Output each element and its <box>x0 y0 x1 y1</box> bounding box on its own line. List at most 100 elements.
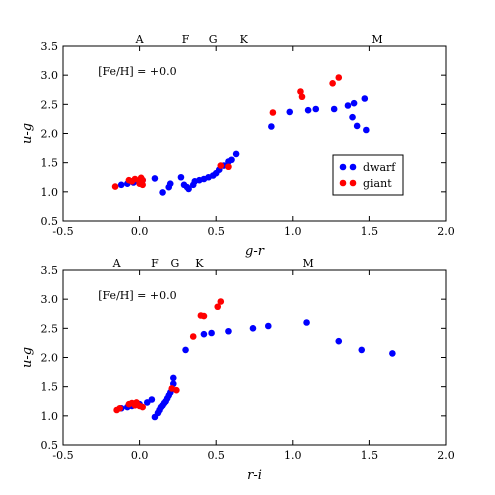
data-point-dwarf <box>200 330 208 338</box>
data-point-dwarf <box>177 173 185 181</box>
y-axis-label: u-g <box>20 123 35 144</box>
data-point-dwarf <box>363 126 370 134</box>
y-tick-label: 0.5 <box>41 215 59 228</box>
x-tick-label: 1.5 <box>361 449 379 462</box>
data-point-dwarf <box>208 329 215 337</box>
series-giant <box>111 74 343 190</box>
data-point-dwarf <box>249 325 257 332</box>
x-axis-label: g-r <box>245 244 265 259</box>
legend-marker-giant <box>339 179 347 187</box>
y-tick-label: 1.5 <box>41 381 59 394</box>
y-tick-label: 2.0 <box>41 128 59 141</box>
data-point-dwarf <box>148 396 156 403</box>
spectral-type-label: F <box>182 33 190 46</box>
spectral-type-label: F <box>151 257 159 270</box>
data-point-dwarf <box>335 337 343 345</box>
x-tick-label: 0.0 <box>131 225 149 238</box>
y-axis-label: u-g <box>20 347 35 368</box>
data-point-dwarf <box>330 105 338 113</box>
data-point-giant <box>116 404 123 412</box>
data-point-dwarf <box>358 346 366 354</box>
y-tick-label: 2.5 <box>41 98 59 111</box>
x-axis-label: r-i <box>247 468 262 483</box>
metallicity-annotation: [Fe/H] = +0.0 <box>98 289 176 302</box>
y-tick-label: 0.5 <box>41 439 59 452</box>
y-tick-label: 2.5 <box>41 322 59 335</box>
legend-box <box>332 154 404 196</box>
data-point-dwarf <box>303 319 310 326</box>
data-point-dwarf <box>350 99 358 107</box>
spectral-type-label: K <box>195 257 204 270</box>
data-point-giant <box>173 386 180 394</box>
data-point-giant <box>139 181 146 189</box>
spectral-type-label: M <box>371 33 382 46</box>
x-tick-label: 2.0 <box>437 225 455 238</box>
data-point-giant <box>329 80 336 87</box>
spectral-type-label: G <box>209 33 218 46</box>
series-dwarf <box>117 95 370 196</box>
y-tick-label: 3.5 <box>41 264 59 277</box>
legend-marker-giant <box>349 179 357 187</box>
data-point-dwarf <box>312 105 320 113</box>
data-point-giant <box>269 109 277 116</box>
spectral-type-label: M <box>302 257 313 270</box>
legend-marker-dwarf <box>349 163 357 171</box>
data-point-giant <box>298 93 306 101</box>
legend-marker-dwarf <box>339 163 347 171</box>
data-point-dwarf <box>361 95 369 102</box>
y-tick-label: 2.0 <box>41 352 59 365</box>
legend-label-giant: giant <box>363 177 392 190</box>
series-giant <box>113 298 225 414</box>
spectral-type-label: A <box>135 33 145 46</box>
y-tick-label: 1.5 <box>41 157 59 170</box>
data-point-dwarf <box>170 374 177 382</box>
data-point-giant <box>214 303 222 311</box>
metallicity-annotation: [Fe/H] = +0.0 <box>98 65 176 78</box>
x-tick-label: -0.5 <box>52 225 73 238</box>
data-point-giant <box>335 74 343 81</box>
data-point-dwarf <box>151 175 159 182</box>
data-point-dwarf <box>286 108 294 116</box>
data-point-dwarf <box>232 150 240 158</box>
y-tick-label: 3.0 <box>41 293 59 306</box>
data-point-dwarf <box>268 123 275 130</box>
data-point-dwarf <box>389 350 396 357</box>
x-tick-label: -0.5 <box>52 449 73 462</box>
data-point-giant <box>217 298 225 305</box>
y-tick-label: 3.5 <box>41 40 59 53</box>
series-dwarf <box>117 319 396 421</box>
data-point-giant <box>189 333 197 340</box>
legend-label-dwarf: dwarf <box>363 161 396 174</box>
data-point-dwarf <box>185 185 192 193</box>
data-point-dwarf <box>225 327 232 335</box>
data-point-dwarf <box>228 156 235 164</box>
data-point-dwarf <box>344 102 352 109</box>
x-tick-label: 1.0 <box>284 449 302 462</box>
x-tick-label: 1.0 <box>284 225 302 238</box>
x-tick-label: 2.0 <box>437 449 455 462</box>
y-tick-label: 1.0 <box>41 410 59 423</box>
data-point-dwarf <box>117 181 125 189</box>
data-point-giant <box>111 183 119 190</box>
panel-top: -0.5 0.0 0.5 1.0 1.5 2.0 0.5 1.0 1.5 2.0 2.5 3.0 3.5… <box>20 33 455 259</box>
x-tick-label: 0.5 <box>207 225 225 238</box>
data-point-dwarf <box>264 322 272 330</box>
y-tick-label: 1.0 <box>41 186 59 199</box>
data-point-dwarf <box>182 346 189 354</box>
x-tick-label: 1.5 <box>361 225 379 238</box>
data-point-dwarf <box>353 122 361 130</box>
data-point-giant <box>217 162 225 169</box>
panel-bottom: -0.5 0.0 0.5 1.0 1.5 2.0 0.5 1.0 1.5 2.0 2.5 3.0 3.5… <box>20 257 455 483</box>
data-point-dwarf <box>349 113 356 121</box>
data-point-giant <box>225 163 232 171</box>
data-point-giant <box>139 403 146 411</box>
spectral-type-label: G <box>170 257 179 270</box>
data-point-dwarf <box>304 106 312 114</box>
data-point-giant <box>297 88 304 95</box>
x-tick-label: 0.5 <box>207 449 225 462</box>
data-point-dwarf <box>159 189 166 196</box>
spectral-type-label: K <box>240 33 249 46</box>
x-tick-label: 0.0 <box>131 449 149 462</box>
spectral-type-label: A <box>112 257 122 270</box>
